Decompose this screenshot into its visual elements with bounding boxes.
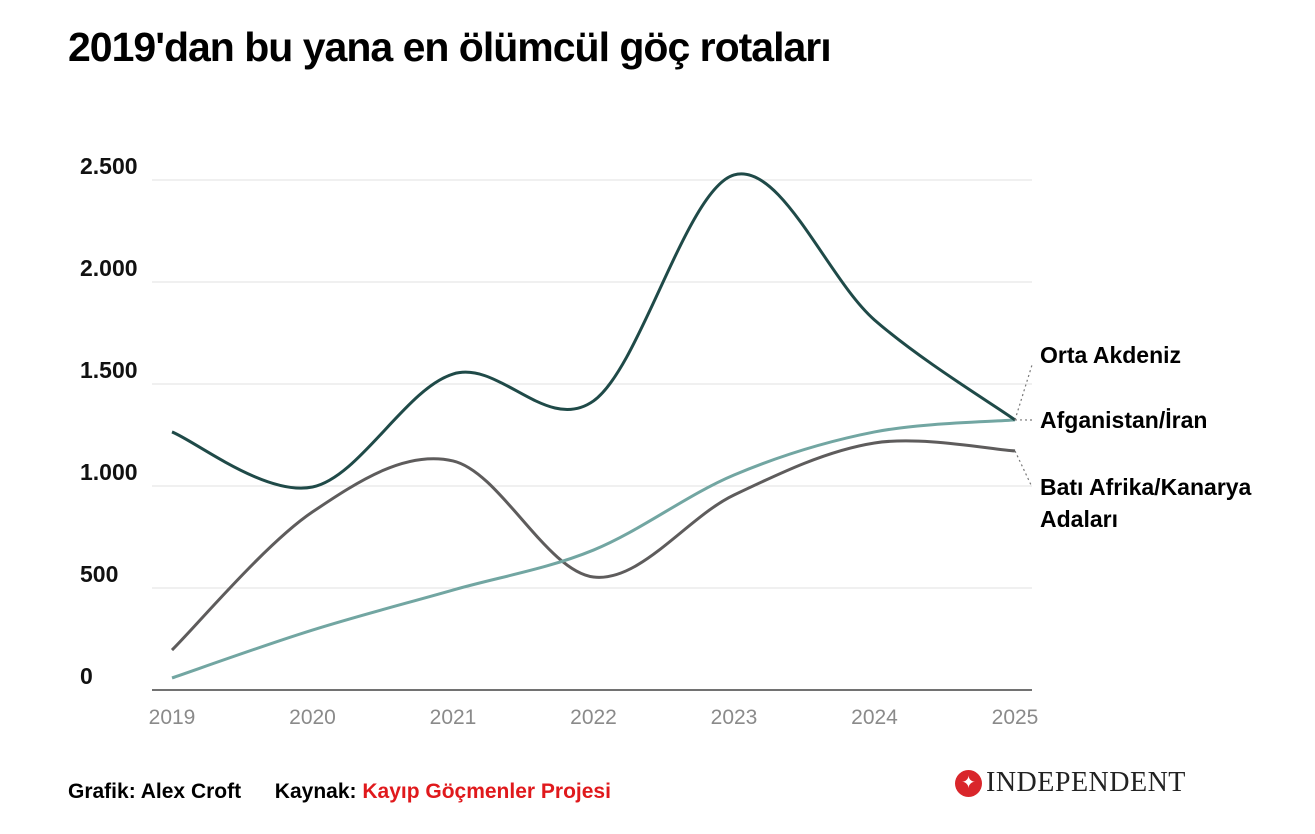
label-leader-line (1014, 364, 1033, 421)
label-leader-line (1014, 450, 1033, 488)
x-tick-label: 2024 (851, 706, 898, 729)
y-tick-label: 500 (80, 561, 118, 587)
y-tick-label: 2.000 (80, 255, 138, 281)
series-line-0 (171, 172, 1016, 490)
x-tick-label: 2023 (711, 706, 758, 729)
y-tick-label: 1.500 (80, 357, 138, 383)
y-tick-label: 1.000 (80, 459, 138, 485)
footer: Grafik: Alex Croft Kaynak: Kayıp Göçmenl… (68, 780, 611, 804)
credit-label: Grafik: (68, 780, 136, 803)
eagle-icon: ✦ (955, 769, 982, 797)
series-line-2 (170, 439, 1016, 652)
credit-name: Alex Croft (140, 780, 242, 803)
series-label: Orta Akdeniz (1040, 342, 1181, 368)
source-link[interactable]: Kayıp Göçmenler Projesi (362, 780, 611, 803)
x-tick-label: 2020 (289, 706, 336, 729)
chart-title: 2019'dan bu yana en ölümcül göç rotaları (68, 24, 832, 70)
y-tick-label: 0 (80, 663, 93, 689)
x-tick-label: 2022 (570, 706, 617, 729)
source-label: Kaynak: (274, 780, 357, 803)
series-label: Afganistan/İran (1040, 407, 1207, 433)
x-tick-label: 2019 (149, 706, 196, 729)
x-tick-label: 2021 (430, 706, 477, 729)
independent-logo: ✦ INDEPENDENT (955, 767, 1186, 799)
y-tick-label: 2.500 (80, 153, 138, 179)
logo-wordmark: INDEPENDENT (986, 767, 1186, 798)
x-tick-label: 2025 (992, 706, 1039, 729)
series-label: Batı Afrika/Kanarya (1040, 474, 1252, 500)
series-line-1 (171, 418, 1016, 680)
series-label: Adaları (1040, 506, 1118, 532)
